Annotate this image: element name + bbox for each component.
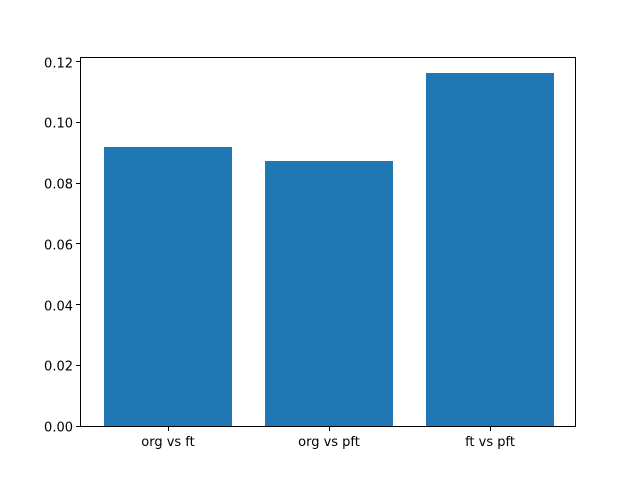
y-tick-label: 0.02 <box>44 359 73 375</box>
y-tick-mark <box>76 304 80 305</box>
y-tick-label: 0.00 <box>44 420 73 436</box>
plot-area: 0.00 0.02 0.04 0.06 0.08 0.10 0.12 org vs ft or… <box>44 57 576 450</box>
y-tick-mark <box>76 182 80 184</box>
x-tick-mark <box>168 427 169 431</box>
x-tick-label: org vs pft <box>298 435 360 450</box>
y-tick-label: 0.12 <box>44 56 73 71</box>
y-tick-label: 0.04 <box>44 299 73 314</box>
y-tick-mark <box>76 121 80 123</box>
bar-org-vs-pft <box>264 160 394 426</box>
y-tick-mark <box>76 61 80 62</box>
x-tick-label: org vs ft <box>141 435 195 450</box>
x-tick-mark <box>329 427 330 431</box>
y-tick-mark <box>76 364 80 366</box>
y-tick-label: 0.10 <box>44 116 73 132</box>
y-tick-mark <box>76 243 80 245</box>
y-tick-label: 0.08 <box>44 177 73 193</box>
bar-org-vs-ft <box>103 147 233 426</box>
x-tick-mark <box>490 427 491 431</box>
y-tick-mark <box>76 425 80 427</box>
bar-ft-vs-pft <box>425 73 555 426</box>
x-tick-label: ft vs pft <box>465 435 515 450</box>
y-tick-label: 0.06 <box>44 238 73 254</box>
